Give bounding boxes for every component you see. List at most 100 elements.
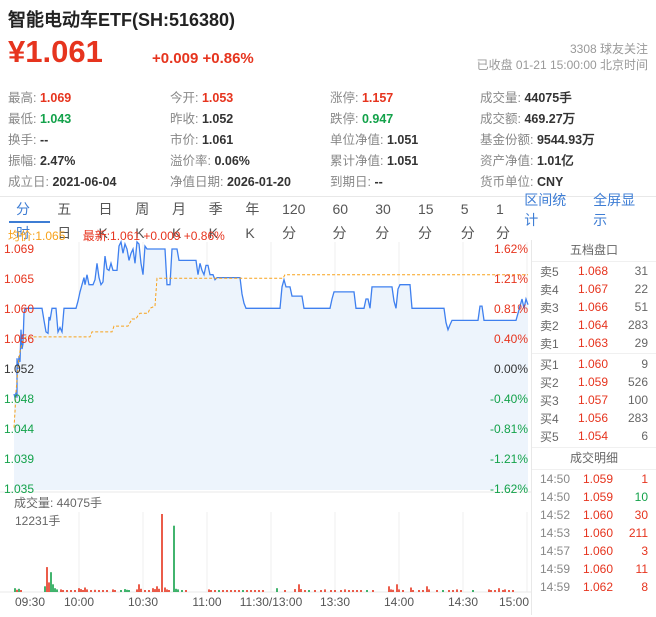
- link-interval-stats[interactable]: 区间统计: [524, 192, 567, 228]
- tab-周K[interactable]: 周K: [135, 201, 150, 241]
- link-fullscreen[interactable]: 全屏显示: [593, 192, 636, 228]
- volume-bar: [402, 590, 404, 592]
- volume-bar: [452, 590, 454, 592]
- ask-row[interactable]: 卖3 1.066 51: [532, 298, 656, 316]
- ask-row[interactable]: 卖4 1.067 22: [532, 280, 656, 298]
- stat-value: 0.06%: [214, 154, 250, 168]
- tab-60分[interactable]: 60分: [332, 201, 349, 241]
- volume-bar: [14, 588, 16, 592]
- level-price: 1.063: [577, 336, 609, 350]
- volume-bar: [18, 588, 20, 592]
- stat-value: 1.051: [386, 154, 419, 168]
- volume-bar: [48, 582, 50, 592]
- tab-五日[interactable]: 五日: [57, 201, 72, 241]
- tab-月K[interactable]: 月K: [171, 201, 186, 241]
- stat-item: 溢价率: 0.06%: [170, 150, 330, 171]
- intraday-chart[interactable]: 1.069 1.065 1.060 1.056 1.052 1.048 1.044 1.039…: [0, 239, 531, 612]
- volume-bar: [314, 590, 316, 592]
- page-title: 智能电动车ETF(SH:516380): [8, 10, 236, 30]
- tab-15分[interactable]: 15分: [418, 201, 434, 241]
- volume-bar: [161, 514, 163, 592]
- stat-label: 成交额:: [480, 112, 525, 126]
- volume-bar: [418, 590, 420, 592]
- volume-bar: [396, 584, 398, 592]
- volume-bar: [112, 589, 114, 592]
- stat-item: 基金份额: 9544.93万: [480, 129, 652, 150]
- y-axis-left-label: 1.052: [4, 362, 34, 376]
- volume-bar: [173, 525, 175, 592]
- volume-bar: [390, 589, 392, 592]
- stat-item: 今开: 1.053: [170, 87, 330, 108]
- volume-bar: [456, 589, 458, 592]
- volume-bar: [488, 589, 490, 592]
- volume-bar: [262, 590, 264, 592]
- level-volume: 283: [627, 318, 648, 332]
- trade-price: 1.060: [582, 508, 614, 522]
- stat-label: 换手:: [8, 133, 40, 147]
- volume-bar: [124, 589, 126, 592]
- volume-bar: [148, 590, 150, 592]
- ask-row[interactable]: 卖1 1.063 29: [532, 334, 656, 352]
- orderbook-divider: [532, 353, 656, 354]
- ask-row[interactable]: 卖5 1.068 31: [532, 262, 656, 280]
- level-label: 卖2: [540, 318, 559, 333]
- stat-value: 1.043: [39, 112, 72, 126]
- bid-row[interactable]: 买3 1.057 100: [532, 391, 656, 409]
- volume-bar: [258, 590, 260, 592]
- volume-bar: [348, 590, 350, 592]
- volume-bar: [54, 588, 56, 592]
- volume-bar: [208, 589, 210, 592]
- price-change: +0.009 +0.86%: [152, 50, 254, 67]
- volume-bar: [82, 590, 84, 592]
- trade-price: 1.059: [582, 472, 614, 486]
- tab-分时[interactable]: 分时: [9, 197, 51, 241]
- y-axis-right-label: -1.62%: [490, 482, 528, 496]
- tab-季K[interactable]: 季K: [208, 201, 223, 241]
- tab-日K[interactable]: 日K: [98, 201, 113, 241]
- tab-5分[interactable]: 5分: [460, 201, 475, 241]
- volume-bar: [181, 590, 183, 592]
- volume-bar: [16, 589, 18, 592]
- stat-label: 市价:: [170, 133, 202, 147]
- bid-row[interactable]: 买5 1.054 6: [532, 427, 656, 445]
- trade-price: 1.060: [582, 544, 614, 558]
- volume-bar: [222, 590, 224, 592]
- y-axis-left-label: 1.065: [4, 272, 34, 286]
- volume-bar: [356, 590, 358, 592]
- level-label: 买4: [540, 411, 559, 426]
- bid-row[interactable]: 买1 1.060 9: [532, 355, 656, 373]
- volume-bar: [320, 590, 322, 592]
- bid-row[interactable]: 买2 1.059 526: [532, 373, 656, 391]
- volume-bar: [372, 590, 374, 592]
- volume-bar: [366, 590, 368, 592]
- volume-bar: [298, 584, 300, 592]
- tab-120分[interactable]: 120分: [282, 201, 306, 241]
- volume-bar: [428, 589, 430, 592]
- volume-bar: [308, 590, 310, 592]
- stat-item: 振幅: 2.47%: [8, 150, 170, 171]
- volume-bar: [246, 590, 248, 592]
- volume-bar: [398, 589, 400, 592]
- volume-bar: [508, 590, 510, 592]
- trade-price: 1.060: [582, 526, 614, 540]
- market-status: 已收盘 01-21 15:00:00 北京时间: [476, 58, 648, 72]
- y-axis-right-label: 1.62%: [494, 242, 528, 256]
- trade-row: 14:52 1.060 30: [532, 506, 656, 524]
- volume-bar: [152, 588, 154, 592]
- tab-1分[interactable]: 1分: [496, 201, 511, 241]
- ask-row[interactable]: 卖2 1.064 283: [532, 316, 656, 334]
- x-axis-label: 14:00: [384, 595, 414, 609]
- stat-value: 469.27万: [524, 112, 576, 126]
- volume-bar: [304, 590, 306, 592]
- avg-price-line: [13, 274, 528, 428]
- volume-bar: [360, 590, 362, 592]
- bid-row[interactable]: 买4 1.056 283: [532, 409, 656, 427]
- level-price: 1.057: [577, 393, 609, 407]
- tab-30分[interactable]: 30分: [375, 201, 391, 241]
- price-volume-chart[interactable]: 1.069 1.065 1.060 1.056 1.052 1.048 1.044 1.039…: [0, 239, 531, 612]
- stat-item: 昨收: 1.052: [170, 108, 330, 129]
- y-axis-right-label: 0.00%: [494, 362, 528, 376]
- level-volume: 6: [641, 429, 648, 443]
- x-axis-label: 10:00: [64, 595, 94, 609]
- tab-年K[interactable]: 年K: [245, 201, 260, 241]
